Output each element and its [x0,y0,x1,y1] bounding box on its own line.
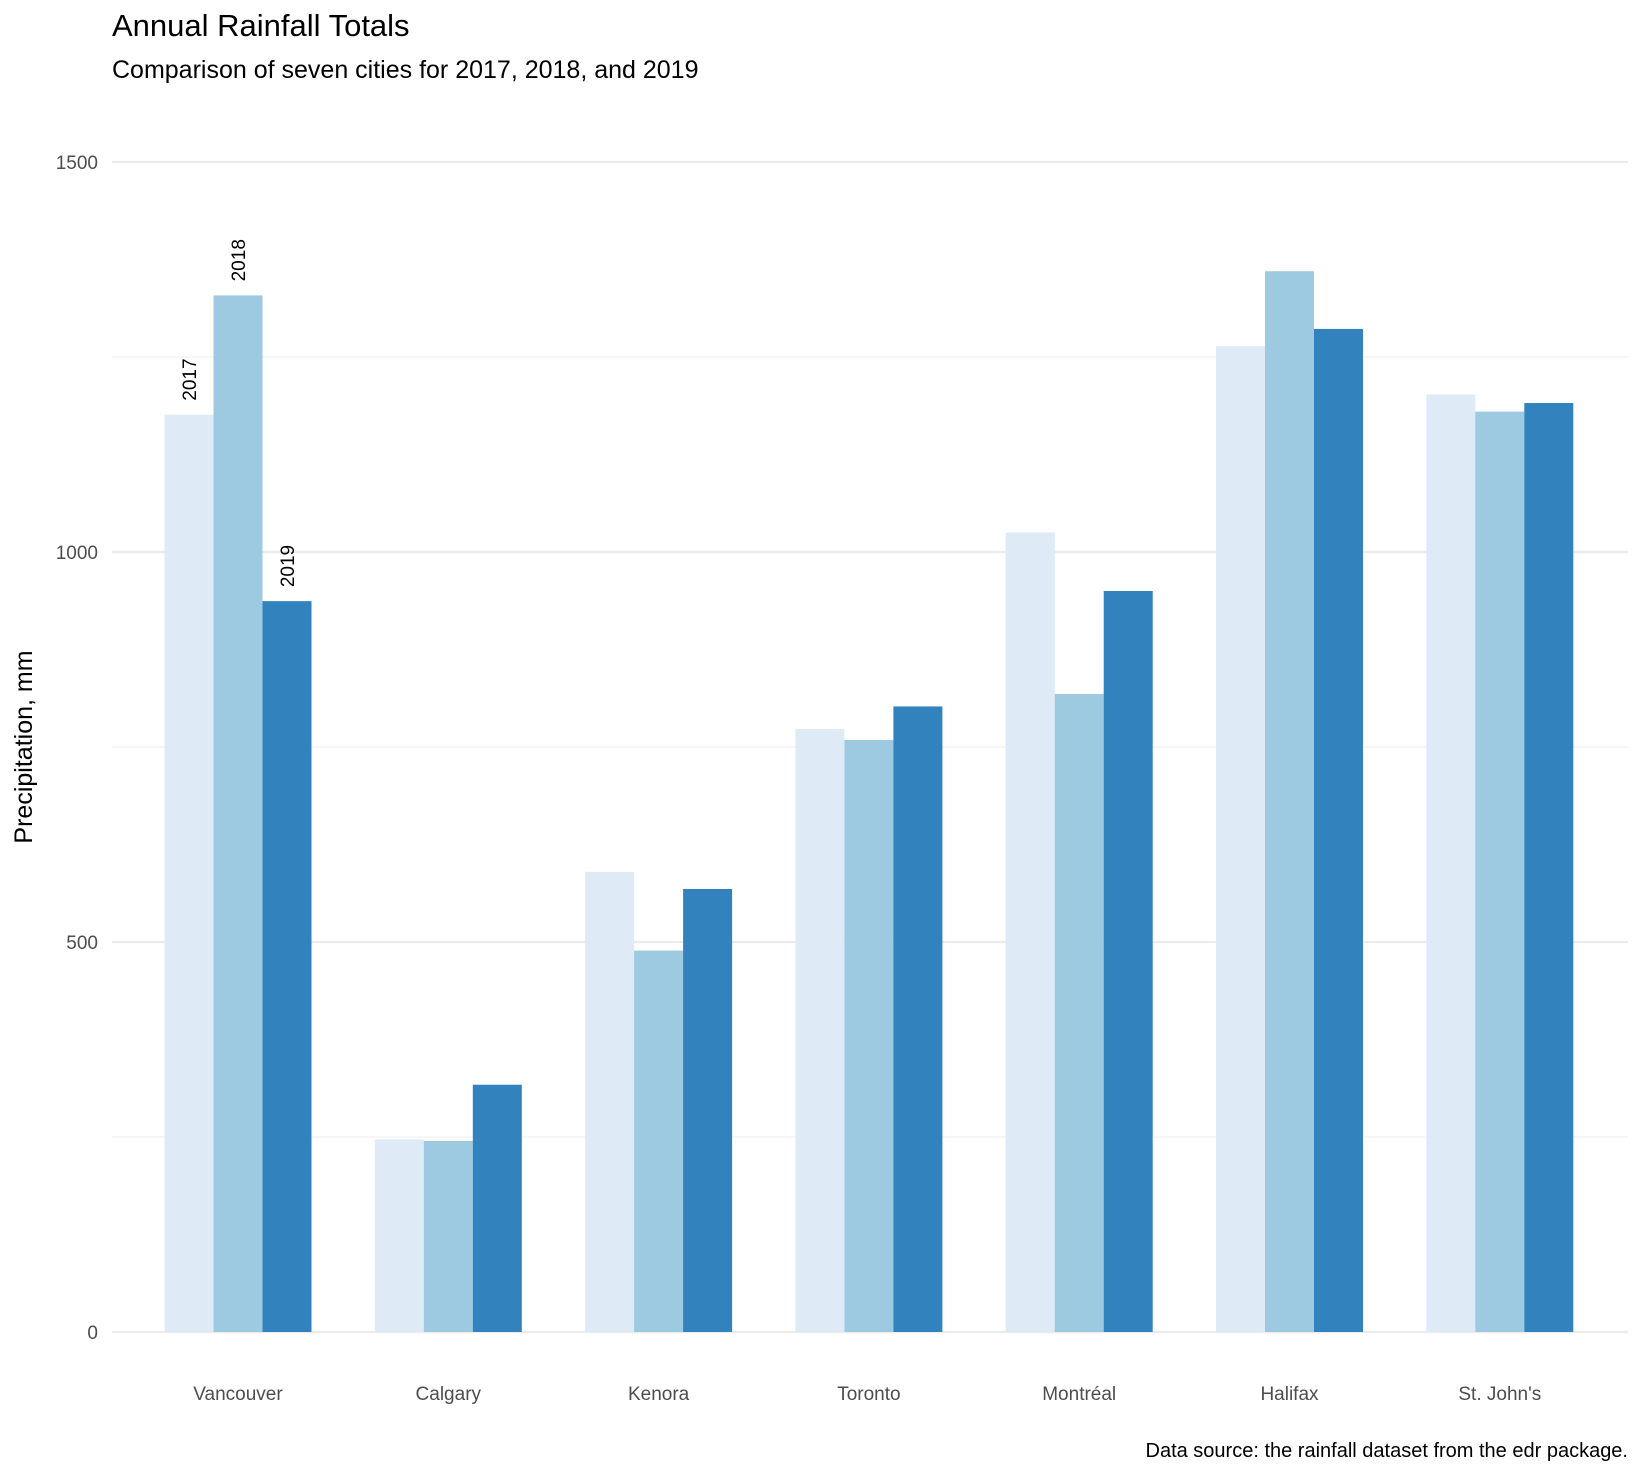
chart-title: Annual Rainfall Totals [112,8,410,43]
bar-kenora-2018 [634,950,684,1332]
bar-kenora-2019 [683,888,733,1332]
x-tick-label: St. John's [1458,1384,1541,1405]
y-tick-label: 1000 [56,543,98,564]
bar-series-label-2017: 2017 [180,358,201,400]
bar-halifax-2018 [1265,271,1314,1333]
bar-calgary-2017 [374,1139,424,1332]
bar-vancouver-2019 [262,601,312,1332]
bar-st-john-s-2018 [1475,411,1525,1333]
bar-kenora-2017 [585,871,635,1332]
bar-series-label-2018: 2018 [229,239,250,281]
x-tick-label: Kenora [628,1384,690,1405]
chart-caption: Data source: the rainfall dataset from t… [1145,1440,1629,1462]
bar-toronto-2018 [844,739,894,1332]
chart-subtitle: Comparison of seven cities for 2017, 201… [112,56,699,84]
bar-halifax-2019 [1314,328,1363,1332]
bar-st-john-s-2017 [1426,394,1476,1332]
bar-st-john-s-2019 [1524,403,1574,1332]
bar-toronto-2019 [893,706,943,1332]
y-tick-label: 500 [66,933,98,954]
bar-vancouver-2018 [213,295,263,1332]
bar-montr-al-2019 [1103,591,1153,1332]
bar-montr-al-2018 [1054,693,1104,1332]
bar-halifax-2017 [1216,346,1265,1333]
bar-series-label-2019: 2019 [278,545,299,587]
bar-montr-al-2017 [1005,532,1055,1332]
x-tick-label: Calgary [416,1384,482,1405]
y-axis-title: Precipitation, mm [10,650,38,843]
x-tick-label: Toronto [837,1384,900,1405]
bar-toronto-2017 [795,729,845,1332]
x-tick-label: Halifax [1260,1384,1319,1405]
bar-vancouver-2017 [164,414,214,1333]
x-tick-label: Vancouver [193,1384,283,1405]
bar-calgary-2019 [472,1084,522,1332]
x-tick-label: Montréal [1042,1384,1116,1405]
bar-calgary-2018 [423,1140,473,1332]
y-tick-label: 1500 [56,153,98,174]
y-tick-label: 0 [87,1323,98,1344]
